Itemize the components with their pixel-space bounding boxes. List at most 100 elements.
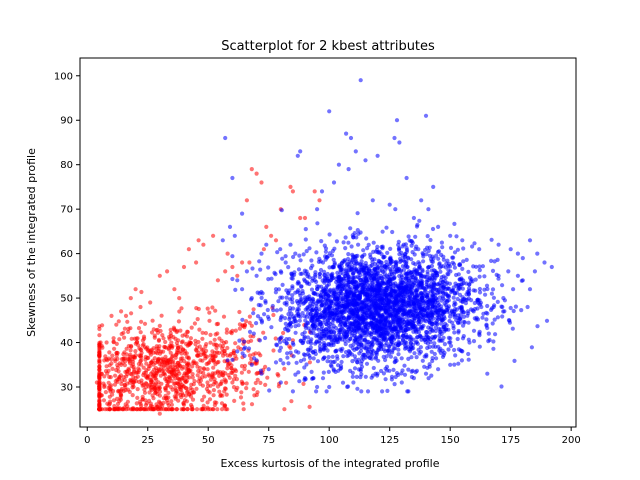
data-point [421,285,426,290]
data-point [399,321,404,326]
data-point [122,405,127,410]
data-point [290,389,295,394]
data-point [381,332,386,337]
data-point [179,388,184,393]
data-point [323,249,328,254]
data-point [384,354,389,359]
data-point [339,348,344,353]
data-point [254,171,259,176]
data-point [410,240,415,245]
data-point [107,407,112,412]
data-point [277,348,282,353]
data-point [383,338,388,343]
data-point [442,342,447,347]
data-point [109,361,114,366]
data-point [379,347,384,352]
data-point [507,318,512,323]
data-point [430,358,435,364]
data-point [309,287,315,292]
data-point [159,402,164,407]
data-point [219,381,224,386]
data-point [296,323,301,328]
data-point [222,403,227,408]
plot-frame [79,57,577,428]
data-point [350,370,355,375]
data-point [123,313,129,318]
data-point [233,328,238,333]
data-point [416,293,421,298]
data-point [262,312,267,317]
data-point [327,335,332,340]
data-point [230,264,235,270]
data-point [333,296,338,301]
data-point [273,287,279,292]
data-point [169,402,174,407]
data-point [444,280,450,285]
data-point [276,373,281,378]
data-point [235,273,240,278]
data-point [532,269,538,274]
data-point [417,351,422,356]
data-point [110,366,115,371]
data-point [214,380,219,385]
data-point [404,315,409,320]
data-point [365,350,370,355]
data-point [413,340,418,345]
data-point [173,372,178,377]
data-point [358,278,364,283]
data-point [330,354,335,359]
data-point [352,316,357,321]
data-point [287,322,292,327]
data-point [293,290,298,295]
data-point [392,327,397,332]
data-point [289,271,294,276]
x-tick-label: 125 [380,435,399,446]
data-point [365,308,370,313]
data-point [416,347,421,352]
data-point [359,389,364,394]
data-point [316,327,321,332]
data-point [325,271,330,277]
data-point [328,313,334,318]
data-point [317,272,322,277]
data-point [251,307,256,312]
data-point [470,244,475,249]
data-point [259,371,264,376]
data-point [300,311,305,316]
data-point [273,336,278,341]
data-point [432,341,437,346]
data-point [330,326,335,331]
data-point [486,339,491,344]
data-point [177,296,182,301]
data-point [303,227,308,232]
data-point [152,335,157,340]
data-point [97,326,102,332]
data-point [139,403,144,408]
data-point [430,226,436,232]
data-point [265,307,270,313]
data-point [172,287,177,292]
data-point [326,320,331,325]
data-point [299,284,304,289]
data-point [258,380,263,385]
data-point [143,407,148,412]
data-point [491,346,496,351]
data-point [129,336,134,341]
data-point [360,254,365,260]
data-point [165,269,170,274]
y-tick-label: 70 [60,205,73,216]
data-point [276,299,281,304]
data-point [258,267,263,272]
x-tick-label: 25 [141,435,154,446]
data-point [208,332,213,337]
data-point [499,384,504,389]
data-point [298,297,303,302]
data-point [150,358,155,363]
data-point [190,375,195,380]
data-point [359,265,365,270]
data-point [121,352,126,357]
data-point [408,347,413,352]
data-point [369,334,374,340]
data-point [425,245,430,250]
data-point [331,287,336,292]
